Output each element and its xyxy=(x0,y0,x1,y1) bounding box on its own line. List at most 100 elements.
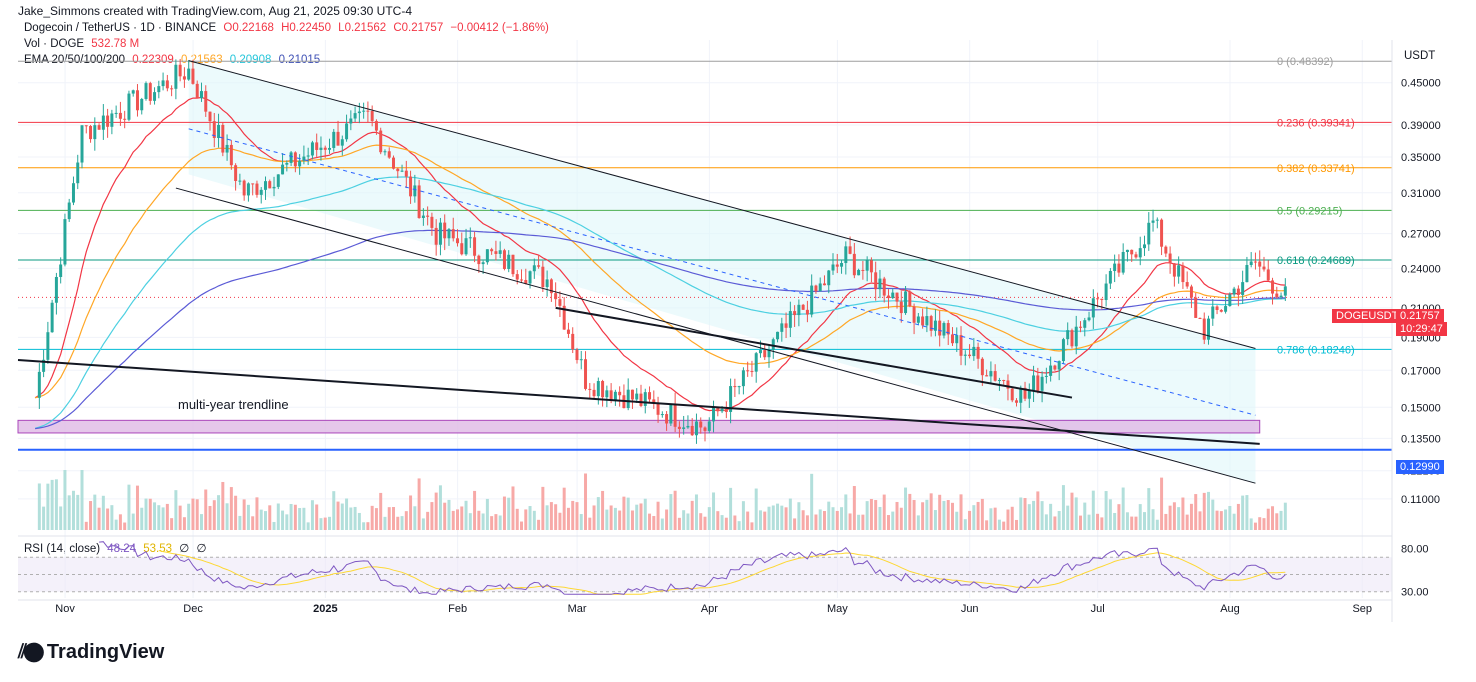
price-tick-label: 0.39000 xyxy=(1401,120,1441,132)
channel-upper-line xyxy=(188,60,1256,349)
volume-bar xyxy=(857,514,861,530)
volume-bar xyxy=(1057,510,1061,530)
candle-body xyxy=(1194,297,1198,318)
candle-body xyxy=(1147,222,1151,245)
volume-bar xyxy=(1262,518,1266,530)
volume-bar xyxy=(601,490,605,530)
candle-body xyxy=(682,427,686,429)
candle-body xyxy=(46,332,50,360)
volume-bar xyxy=(421,518,425,530)
volume-bar xyxy=(54,479,58,530)
volume-bar xyxy=(413,506,417,530)
volume-bar xyxy=(938,494,942,530)
candle-body xyxy=(1224,306,1228,312)
currency-label[interactable]: USDT xyxy=(1404,50,1436,62)
candle-body xyxy=(835,264,839,267)
candle-body xyxy=(912,306,916,323)
candle-body xyxy=(293,152,297,167)
volume-bar xyxy=(933,510,937,530)
candle-body xyxy=(899,301,903,314)
candle-body xyxy=(776,331,780,340)
candle-body xyxy=(1258,261,1262,267)
rsi-label[interactable]: RSI (14, close) xyxy=(24,543,101,555)
candle-body xyxy=(464,238,468,255)
candle-body xyxy=(443,222,447,239)
volume-bar xyxy=(648,513,652,530)
candle-body xyxy=(1049,365,1053,376)
volume-bar xyxy=(549,502,553,530)
volume-bar xyxy=(118,514,122,530)
volume-bar xyxy=(686,513,690,530)
volume-bar xyxy=(656,501,660,530)
volume-bar xyxy=(1275,513,1279,530)
volume-bar xyxy=(507,497,511,530)
volume-bar xyxy=(733,515,737,530)
candle-body xyxy=(1087,317,1091,321)
volume-bar xyxy=(1143,512,1147,530)
candle-body xyxy=(1172,263,1176,277)
candle-body xyxy=(1091,298,1095,318)
candle-body xyxy=(430,216,434,228)
candle-body xyxy=(204,91,208,112)
candle-body xyxy=(460,243,464,255)
candle-body xyxy=(660,414,664,416)
rsi-extra-1: ∅ xyxy=(179,543,190,555)
volume-bar xyxy=(255,497,259,530)
candle-body xyxy=(485,249,489,263)
candle-body xyxy=(357,111,361,114)
time-tick-label: Dec xyxy=(183,603,203,615)
volume-legend: Vol · DOGE 532.78 M xyxy=(24,38,143,50)
candle-body xyxy=(592,389,596,397)
candle-body xyxy=(1061,339,1065,362)
volume-bar xyxy=(758,510,762,530)
volume-bar xyxy=(1181,497,1185,530)
candle-body xyxy=(605,390,609,398)
volume-bar xyxy=(127,484,131,530)
candle-body xyxy=(724,408,728,412)
tag-countdown: 10:29:47 xyxy=(1400,323,1443,335)
candle-body xyxy=(67,202,71,220)
volume-bar xyxy=(528,506,532,530)
candle-body xyxy=(242,180,246,196)
volume-bar xyxy=(76,494,80,530)
candle-body xyxy=(528,271,532,284)
last-price-tag: 0.21757 xyxy=(1396,309,1444,323)
candle-body xyxy=(959,335,963,356)
ema-label[interactable]: EMA 20/50/100/200 xyxy=(24,54,126,66)
volume-bar xyxy=(1279,510,1283,530)
candle-body xyxy=(575,349,579,361)
candle-body xyxy=(1070,330,1074,347)
volume-label[interactable]: Vol · DOGE xyxy=(24,38,85,50)
candle-body xyxy=(1130,249,1134,255)
volume-bar xyxy=(750,522,754,530)
volume-bar xyxy=(140,507,144,530)
volume-bar xyxy=(1207,491,1211,530)
ema50-line xyxy=(34,144,1286,399)
volume-bar xyxy=(1044,514,1048,530)
volume-bar xyxy=(59,506,63,530)
volume-bar xyxy=(315,504,319,530)
candle-body xyxy=(741,370,745,387)
candle-body xyxy=(366,110,370,112)
candle-body xyxy=(353,113,357,119)
tradingview-brand[interactable]: ⫽⬤ TradingView xyxy=(18,641,164,664)
symbol-name[interactable]: Dogecoin / TetherUS · 1D · BINANCE xyxy=(24,22,217,34)
candle-body xyxy=(328,147,331,150)
candle-body xyxy=(498,250,502,254)
candle-body xyxy=(323,147,327,150)
volume-bar xyxy=(464,500,468,530)
volume-bar xyxy=(106,508,110,530)
volume-bar xyxy=(84,521,88,530)
candle-body xyxy=(217,124,221,138)
volume-bar xyxy=(1019,497,1023,530)
volume-bar xyxy=(690,500,694,530)
fib-label-0.786: 0.786 (0.18246) xyxy=(1277,344,1355,356)
volume-bar xyxy=(468,513,472,530)
candle-body xyxy=(421,215,425,218)
candle-body xyxy=(1283,286,1287,296)
volume-bar xyxy=(835,510,839,530)
volume-bar xyxy=(443,502,447,530)
volume-bar xyxy=(818,509,822,530)
candle-body xyxy=(1134,254,1138,258)
